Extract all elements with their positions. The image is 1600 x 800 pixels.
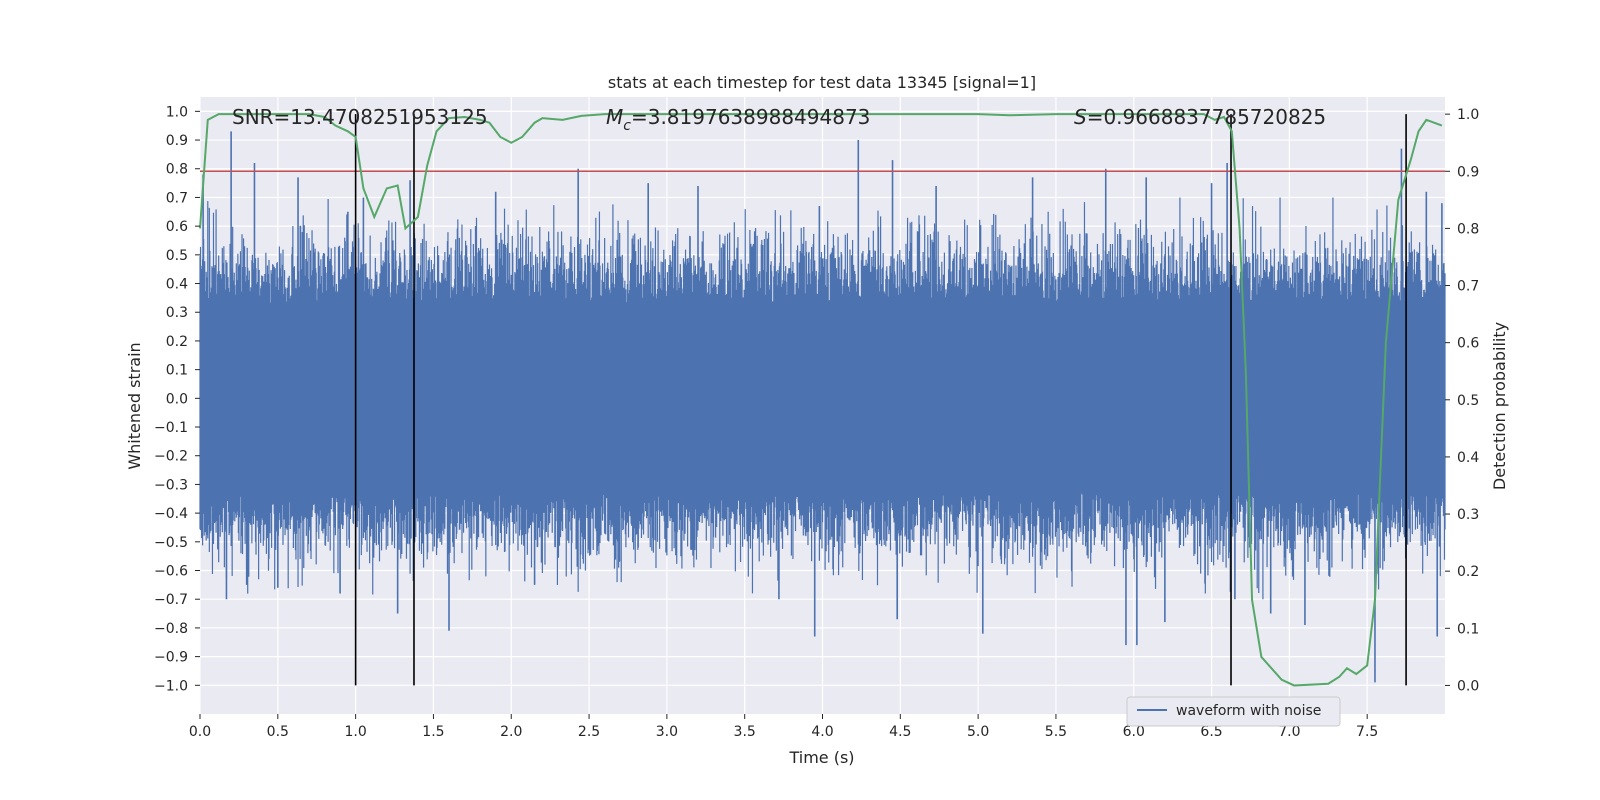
y-right-axis-ticks: 1.0 0.9 0.8 0.7 0.6 0.5 0.4 0.3 0.2 0.1 0.0 <box>1445 107 1479 694</box>
chirp-mass-subscript: c <box>623 118 631 134</box>
y-right-tick-label: 0.5 <box>1457 393 1479 409</box>
x-tick-label: 6.0 <box>1123 724 1145 740</box>
legend: waveform with noise <box>1126 696 1341 727</box>
chirp-mass-symbol: M <box>606 105 623 129</box>
y-left-tick-label: 0.1 <box>166 363 188 379</box>
x-tick-label: 1.0 <box>344 724 366 740</box>
snr-annotation: SNR=13.4708251953125 <box>232 105 488 129</box>
y-left-tick-label: −0.3 <box>154 477 188 493</box>
detection-probability-line <box>199 113 1443 687</box>
y-right-tick-label: 0.1 <box>1457 621 1479 637</box>
y-right-tick-label: 0.8 <box>1457 221 1479 237</box>
x-tick-label: 3.5 <box>734 724 756 740</box>
spin-symbol: S <box>1074 105 1087 129</box>
y-left-axis-label: Whitened strain <box>125 342 144 469</box>
y-left-tick-label: 0.7 <box>166 190 188 206</box>
y-right-tick-label: 1.0 <box>1457 107 1479 123</box>
x-tick-label: 4.5 <box>889 724 911 740</box>
y-right-axis-label: Detection probability <box>1490 322 1509 490</box>
x-tick-label: 6.5 <box>1200 724 1222 740</box>
chirp-mass-annotation: Mc=3.8197638988494873 <box>606 105 870 134</box>
x-tick-label: 2.5 <box>578 724 600 740</box>
detection-probability-series <box>199 113 1443 687</box>
y-left-tick-label: 1.0 <box>166 104 188 120</box>
x-axis-label: Time (s) <box>788 748 854 767</box>
y-right-tick-label: 0.3 <box>1457 507 1479 523</box>
spin-annotation: S=0.9668837785720825 <box>1074 105 1326 129</box>
y-right-tick-label: 0.7 <box>1457 279 1479 295</box>
y-left-tick-label: −1.0 <box>154 678 188 694</box>
y-left-tick-label: −0.1 <box>154 420 188 436</box>
x-tick-label: 0.0 <box>189 724 211 740</box>
y-left-tick-label: −0.9 <box>154 650 188 666</box>
x-tick-label: 0.5 <box>267 724 289 740</box>
waveform-core <box>200 312 1445 485</box>
reference-lines <box>200 114 1445 686</box>
y-right-tick-label: 0.6 <box>1457 336 1479 352</box>
x-tick-label: 4.0 <box>811 724 833 740</box>
spin-value: =0.9668837785720825 <box>1087 105 1326 129</box>
y-left-tick-label: −0.6 <box>154 564 188 580</box>
legend-entry-waveform: waveform with noise <box>1176 703 1321 719</box>
x-tick-label: 7.0 <box>1278 724 1300 740</box>
y-right-tick-label: 0.2 <box>1457 564 1479 580</box>
y-left-tick-label: 0.8 <box>166 162 188 178</box>
x-tick-label: 5.0 <box>967 724 989 740</box>
x-tick-label: 7.5 <box>1356 724 1378 740</box>
x-axis-ticks: 0.0 0.5 1.0 1.5 2.0 2.5 3.0 3.5 4.0 4.5 5.0 5.5 6.0 6… <box>189 714 1378 740</box>
x-tick-label: 5.5 <box>1045 724 1067 740</box>
y-left-tick-label: −0.5 <box>154 535 188 551</box>
y-left-tick-label: 0.3 <box>166 305 188 321</box>
x-tick-label: 3.0 <box>656 724 678 740</box>
y-right-tick-label: 0.9 <box>1457 164 1479 180</box>
y-left-tick-label: −0.7 <box>154 592 188 608</box>
y-left-tick-label: 0.4 <box>166 277 188 293</box>
y-left-tick-label: −0.2 <box>154 449 188 465</box>
legend-box <box>1126 696 1341 727</box>
waveform-with-noise-series <box>199 131 1446 683</box>
y-left-tick-label: −0.4 <box>154 506 188 522</box>
y-left-tick-label: 0.5 <box>166 248 188 264</box>
y-left-tick-label: 0.6 <box>166 219 188 235</box>
y-left-tick-label: 0.0 <box>166 391 188 407</box>
y-left-tick-label: −0.8 <box>154 621 188 637</box>
chirp-mass-value: =3.8197638988494873 <box>631 105 870 129</box>
x-tick-label: 2.0 <box>500 724 522 740</box>
y-right-tick-label: 0.4 <box>1457 450 1479 466</box>
x-tick-label: 1.5 <box>422 724 444 740</box>
y-left-tick-label: 0.2 <box>166 334 188 350</box>
y-left-tick-label: 0.9 <box>166 133 188 149</box>
chart-title: stats at each timestep for test data 133… <box>608 73 1036 92</box>
y-left-axis-ticks: 1.0 0.9 0.8 0.7 0.6 0.5 0.4 0.3 0.2 0.1 0.0 −0.1 −0.… <box>154 104 200 694</box>
y-right-tick-label: 0.0 <box>1457 678 1479 694</box>
